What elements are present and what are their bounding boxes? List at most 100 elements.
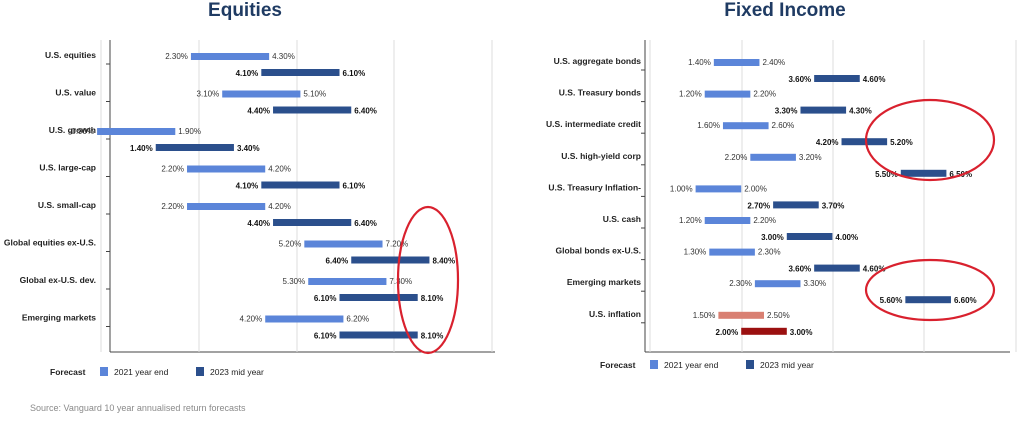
fixed-income-category-label: U.S. cash — [603, 214, 641, 224]
fixed-income-label-2023-high: 4.00% — [835, 233, 858, 242]
fixed-income-bar-2021 — [713, 59, 760, 66]
equities-category-label: Global equities ex-U.S. — [4, 238, 96, 248]
fixed-income-bar-2023 — [800, 106, 847, 114]
fixed-income-label-2023-high: 4.30% — [849, 107, 872, 116]
fixed-income-label-2021-low: 1.40% — [688, 58, 711, 67]
equities-label-2023-high: 6.40% — [354, 107, 377, 116]
equities-label-2021-high: 4.20% — [268, 202, 291, 211]
fixed-income-category-label: U.S. aggregate bonds — [554, 56, 642, 66]
fixed-income-bar-2023 — [786, 233, 833, 240]
equities-label-2021-low: 5.20% — [279, 240, 302, 249]
equities-label-2021-high: 4.20% — [268, 165, 291, 174]
equities-label-2023-low: 4.10% — [236, 182, 259, 191]
fixed-income-label-2023-low: 4.20% — [816, 138, 839, 147]
fixed-income-legend-label-2023: 2023 mid year — [760, 360, 814, 370]
fixed-income-bar-2023 — [841, 138, 888, 146]
equities-bar-2023 — [273, 106, 352, 114]
fixed-income-label-2023-low: 3.60% — [788, 265, 811, 274]
equities-category-label: U.S. equities — [45, 50, 96, 60]
equities-label-2023-low: 4.10% — [236, 69, 259, 78]
equities-category-label: U.S. value — [55, 88, 96, 98]
fixed-income-bar-2023 — [905, 296, 951, 304]
fixed-income-label-2021-high: 3.20% — [799, 153, 822, 162]
fixed-income-label-2023-high: 4.60% — [863, 265, 886, 274]
equities-bar-2021 — [187, 203, 266, 210]
equities-label-2021-low: 2.20% — [161, 165, 184, 174]
equities-legend-title: Forecast — [50, 367, 86, 377]
equities-label-2023-low: 6.10% — [314, 294, 337, 303]
equities-legend-swatch-2023 — [196, 367, 204, 376]
equities-category-label: U.S. growth — [49, 125, 96, 135]
equities-bar-2023 — [351, 256, 430, 264]
fixed-income-label-2021-low: 2.30% — [729, 279, 752, 288]
fixed-income-label-2023-high: 3.00% — [790, 328, 813, 337]
equities-label-2023-low: 6.10% — [314, 332, 337, 341]
equities-label-2023-low: 4.40% — [247, 107, 270, 116]
equities-bar-2021 — [265, 315, 344, 323]
equities-highlight-circle — [396, 205, 460, 355]
equities-legend-swatch-2021 — [100, 367, 108, 376]
fixed-income-bar-2023 — [814, 75, 860, 82]
equities-legend-label-2023: 2023 mid year — [210, 367, 264, 377]
fixed-income-label-2021-high: 2.20% — [753, 216, 776, 225]
fixed-income-label-2023-low: 3.30% — [775, 107, 798, 116]
fixed-income-label-2021-low: 2.20% — [725, 153, 748, 162]
fixed-income-label-2023-low: 3.60% — [788, 75, 811, 84]
equities-label-2023-high: 6.10% — [343, 182, 366, 191]
equities-bar-2021 — [308, 278, 387, 285]
fixed-income-label-2023-high: 4.60% — [863, 75, 886, 84]
source-note: Source: Vanguard 10 year annualised retu… — [30, 403, 246, 413]
fixed-income-bar-2021 — [718, 311, 764, 319]
fixed-income-label-2023-low: 5.50% — [875, 170, 898, 179]
equities-label-2023-high: 8.40% — [432, 257, 455, 266]
fixed-income-legend-label-2021: 2021 year end — [664, 360, 719, 370]
fixed-income-label-2021-low: 1.60% — [697, 121, 720, 130]
fixed-income-highlight-circle — [864, 98, 996, 182]
fixed-income-label-2021-high: 2.20% — [753, 90, 776, 99]
fixed-income-label-2021-high: 2.60% — [772, 121, 795, 130]
fixed-income-category-label: U.S. intermediate credit — [546, 119, 641, 129]
fixed-income-label-2023-high: 3.70% — [822, 201, 845, 210]
fixed-income-category-label: U.S. Treasury Inflation- — [548, 182, 641, 192]
equities-label-2021-low: 5.30% — [283, 277, 306, 286]
equities-category-label: Emerging markets — [22, 313, 96, 323]
fixed-income-label-2021-low: 1.20% — [679, 90, 702, 99]
fixed-income-label-2021-high: 2.00% — [744, 184, 767, 193]
fixed-income-bar-2021 — [695, 185, 742, 193]
equities-bar-2021 — [222, 90, 301, 98]
fixed-income-bar-2021 — [704, 90, 751, 98]
equities-bar-2021 — [190, 53, 270, 60]
equities-bar-2021 — [97, 128, 176, 135]
equities-label-2021-low: -0.90% — [69, 127, 94, 136]
fixed-income-label-2021-high: 3.30% — [803, 279, 826, 288]
equities-label-2021-high: 5.10% — [303, 90, 326, 99]
fixed-income-chart-title: Fixed Income — [724, 0, 846, 21]
fixed-income-bar-2023 — [814, 264, 860, 272]
fixed-income-category-label: U.S. high-yield corp — [561, 151, 641, 161]
fixed-income-bar-2021 — [750, 153, 796, 161]
equities-bar-2021 — [187, 165, 266, 173]
equities-label-2021-high: 1.90% — [178, 127, 201, 136]
fixed-income-category-label: U.S. inflation — [589, 309, 641, 319]
equities-label-2023-high: 6.10% — [343, 69, 366, 78]
equities-label-2023-high: 3.40% — [237, 144, 260, 153]
fixed-income-legend-title: Forecast — [600, 360, 636, 370]
equities-label-2023-low: 6.40% — [326, 257, 349, 266]
fixed-income-bar-2021 — [722, 122, 769, 130]
fixed-income-label-2023-high: 6.60% — [954, 296, 977, 305]
equities-label-2021-low: 4.20% — [240, 315, 263, 324]
fixed-income-label-2023-low: 2.70% — [747, 201, 770, 210]
equities-label-2023-low: 4.40% — [247, 219, 270, 228]
equities-label-2021-low: 3.10% — [197, 90, 220, 99]
fixed-income-bar-2021 — [704, 217, 751, 224]
fixed-income-legend-swatch-2021 — [650, 360, 658, 369]
equities-category-label: U.S. small-cap — [38, 200, 96, 210]
equities-bar-2023 — [273, 219, 352, 226]
fixed-income-label-2021-low: 1.50% — [693, 311, 716, 320]
fixed-income-category-label: Emerging markets — [567, 277, 641, 287]
fixed-income-label-2021-high: 2.30% — [758, 248, 781, 257]
equities-label-2023-low: 1.40% — [130, 144, 153, 153]
equities-bar-2023 — [261, 69, 340, 76]
equities-bar-2023 — [261, 181, 340, 189]
equities-category-label: U.S. large-cap — [39, 163, 96, 173]
